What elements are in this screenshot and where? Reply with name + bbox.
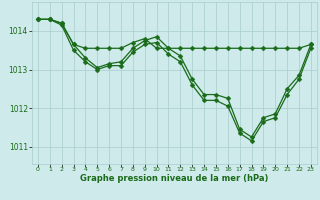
X-axis label: Graphe pression niveau de la mer (hPa): Graphe pression niveau de la mer (hPa) [80, 174, 268, 183]
